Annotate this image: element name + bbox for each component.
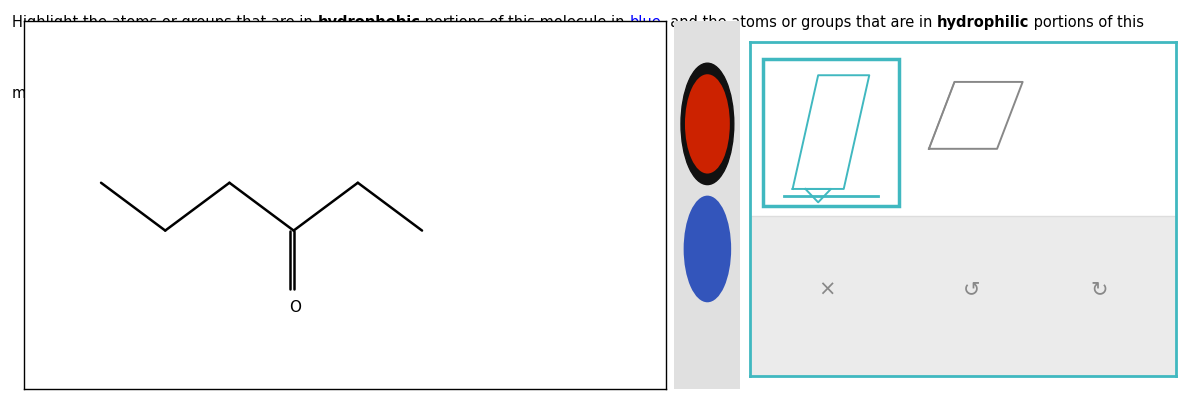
Text: ↺: ↺ <box>962 279 980 299</box>
Text: ×: × <box>818 279 835 299</box>
Text: blue: blue <box>629 15 661 30</box>
Text: O: O <box>289 300 301 315</box>
Text: molecule in: molecule in <box>12 86 102 101</box>
Ellipse shape <box>685 74 730 173</box>
Text: Highlight the atoms or groups that are in: Highlight the atoms or groups that are i… <box>12 15 317 30</box>
Text: portions of this molecule in: portions of this molecule in <box>420 15 629 30</box>
Text: .: . <box>126 86 130 101</box>
FancyBboxPatch shape <box>763 59 899 206</box>
Text: hydrophobic: hydrophobic <box>317 15 420 30</box>
Ellipse shape <box>684 196 731 302</box>
Text: portions of this: portions of this <box>1030 15 1145 30</box>
Bar <box>750 216 1176 376</box>
Ellipse shape <box>682 63 734 185</box>
Text: , and the atoms or groups that are in: , and the atoms or groups that are in <box>661 15 937 30</box>
Text: hydrophilic: hydrophilic <box>937 15 1030 30</box>
Text: ↻: ↻ <box>1091 279 1108 299</box>
Text: red: red <box>102 86 126 101</box>
